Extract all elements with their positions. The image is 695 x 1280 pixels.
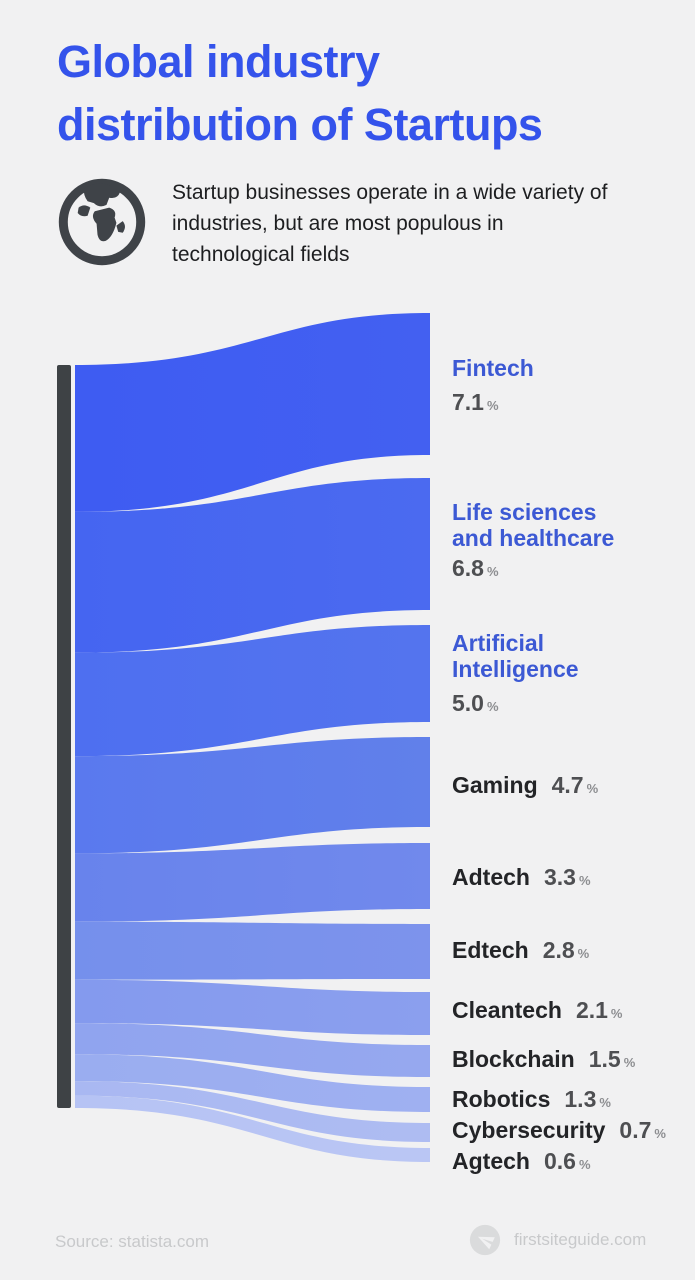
percent-sign: % (654, 1126, 666, 1141)
percent-sign: % (578, 1157, 591, 1172)
industry-label: Adtech (452, 864, 530, 890)
percent-sign: % (623, 1055, 636, 1070)
industry-row: Blockchain 1.5% (452, 1046, 635, 1072)
subtitle: Startup businesses operate in a wide var… (172, 177, 607, 270)
industry-row: Robotics 1.3% (452, 1086, 611, 1112)
flow-band-blockchain (75, 1023, 430, 1077)
industry-label: Intelligence (452, 656, 579, 682)
industry-row: Artificial Intelligence (452, 630, 579, 682)
industry-label: Robotics (452, 1086, 551, 1112)
flow-band-cleantech (75, 979, 430, 1035)
paper-plane-logo-icon (469, 1224, 501, 1256)
percent-sign: % (486, 564, 499, 579)
industry-label: Cybersecurity (452, 1117, 606, 1143)
industry-value-row: 3.3% (544, 864, 591, 890)
industry-value: 1.5 (588, 1046, 621, 1072)
industry-row: Gaming 4.7% (452, 772, 598, 798)
industry-label: Agtech (452, 1148, 530, 1174)
percent-sign: % (610, 1006, 623, 1021)
flow-band-edtech (75, 921, 430, 980)
subtitle-line-1: Startup businesses operate in a wide var… (172, 181, 608, 204)
flow-band-adtech (75, 843, 430, 922)
percent-sign: % (578, 873, 591, 888)
industry-value-row: 2.8% (543, 937, 590, 963)
industry-value: 6.8 (452, 555, 484, 581)
industry-value-row: 5.0% (452, 690, 499, 716)
industry-value: 4.7 (551, 772, 584, 798)
industry-value-row: 1.5% (589, 1046, 636, 1072)
industry-value-row: 6.8% (452, 555, 499, 581)
industry-row: Life sciences and healthcare (452, 499, 614, 551)
industry-label: Life sciences (452, 499, 597, 525)
subtitle-line-3: technological fields (172, 243, 350, 266)
industry-value: 0.6 (543, 1148, 576, 1174)
flow-band-gaming (75, 737, 430, 854)
industry-label: Cleantech (452, 997, 562, 1023)
percent-sign: % (599, 1095, 611, 1110)
industry-value: 5.0 (452, 690, 484, 716)
industry-row: Fintech (452, 355, 534, 381)
industry-row: Agtech 0.6% (452, 1148, 591, 1174)
page-title-line-2: distribution of Startups (57, 99, 543, 150)
percent-sign: % (486, 699, 499, 714)
industry-value-row: 1.3% (564, 1086, 611, 1112)
industry-value: 2.1 (575, 997, 608, 1023)
page-title-line-1: Global industry (57, 36, 380, 87)
industry-value: 1.3 (564, 1086, 597, 1112)
industry-value-row: 4.7% (552, 772, 599, 798)
flow-band-artificial-intelligence (75, 625, 430, 757)
industry-value-row: 0.6% (544, 1148, 591, 1174)
percent-sign: % (577, 946, 590, 961)
industry-value: 3.3 (543, 864, 576, 890)
source-credit: Source: statista.com (55, 1232, 210, 1251)
industry-row: Adtech 3.3% (452, 864, 591, 890)
flow-band-agtech (75, 1095, 430, 1162)
percent-sign: % (586, 781, 599, 796)
page-title: Global industry distribution of Startups (57, 30, 543, 156)
industry-label: Artificial (452, 630, 545, 656)
industry-value: 0.7 (619, 1117, 652, 1143)
globe-icon (58, 178, 146, 266)
industry-value: 7.1 (452, 389, 484, 415)
industry-value-row: 2.1% (576, 997, 623, 1023)
flow-band-fintech (75, 313, 430, 512)
industry-label: Fintech (452, 355, 534, 381)
industry-value-row: 0.7% (619, 1117, 666, 1143)
flow-band-cybersecurity (75, 1081, 430, 1142)
industry-label: Blockchain (452, 1046, 575, 1072)
percent-sign: % (486, 398, 499, 413)
flow-band-robotics (75, 1054, 430, 1112)
brand-name: firstsiteguide.com (514, 1230, 647, 1249)
industry-label: and healthcare (452, 525, 615, 551)
industry-label: Edtech (452, 937, 529, 963)
industry-value-row: 7.1% (452, 389, 499, 415)
brand-credit: firstsiteguide.com (468, 1223, 646, 1257)
industry-value: 2.8 (542, 937, 575, 963)
source-bar (57, 365, 71, 1108)
industry-row: Cybersecurity 0.7% (452, 1117, 666, 1143)
industry-label: Gaming (452, 772, 538, 798)
flow-band-life-sciences-and-healthcare (75, 478, 430, 653)
subtitle-line-2: industries, but are most populous in (172, 212, 504, 235)
industry-row: Cleantech 2.1% (452, 997, 622, 1023)
industry-row: Edtech 2.8% (452, 937, 589, 963)
